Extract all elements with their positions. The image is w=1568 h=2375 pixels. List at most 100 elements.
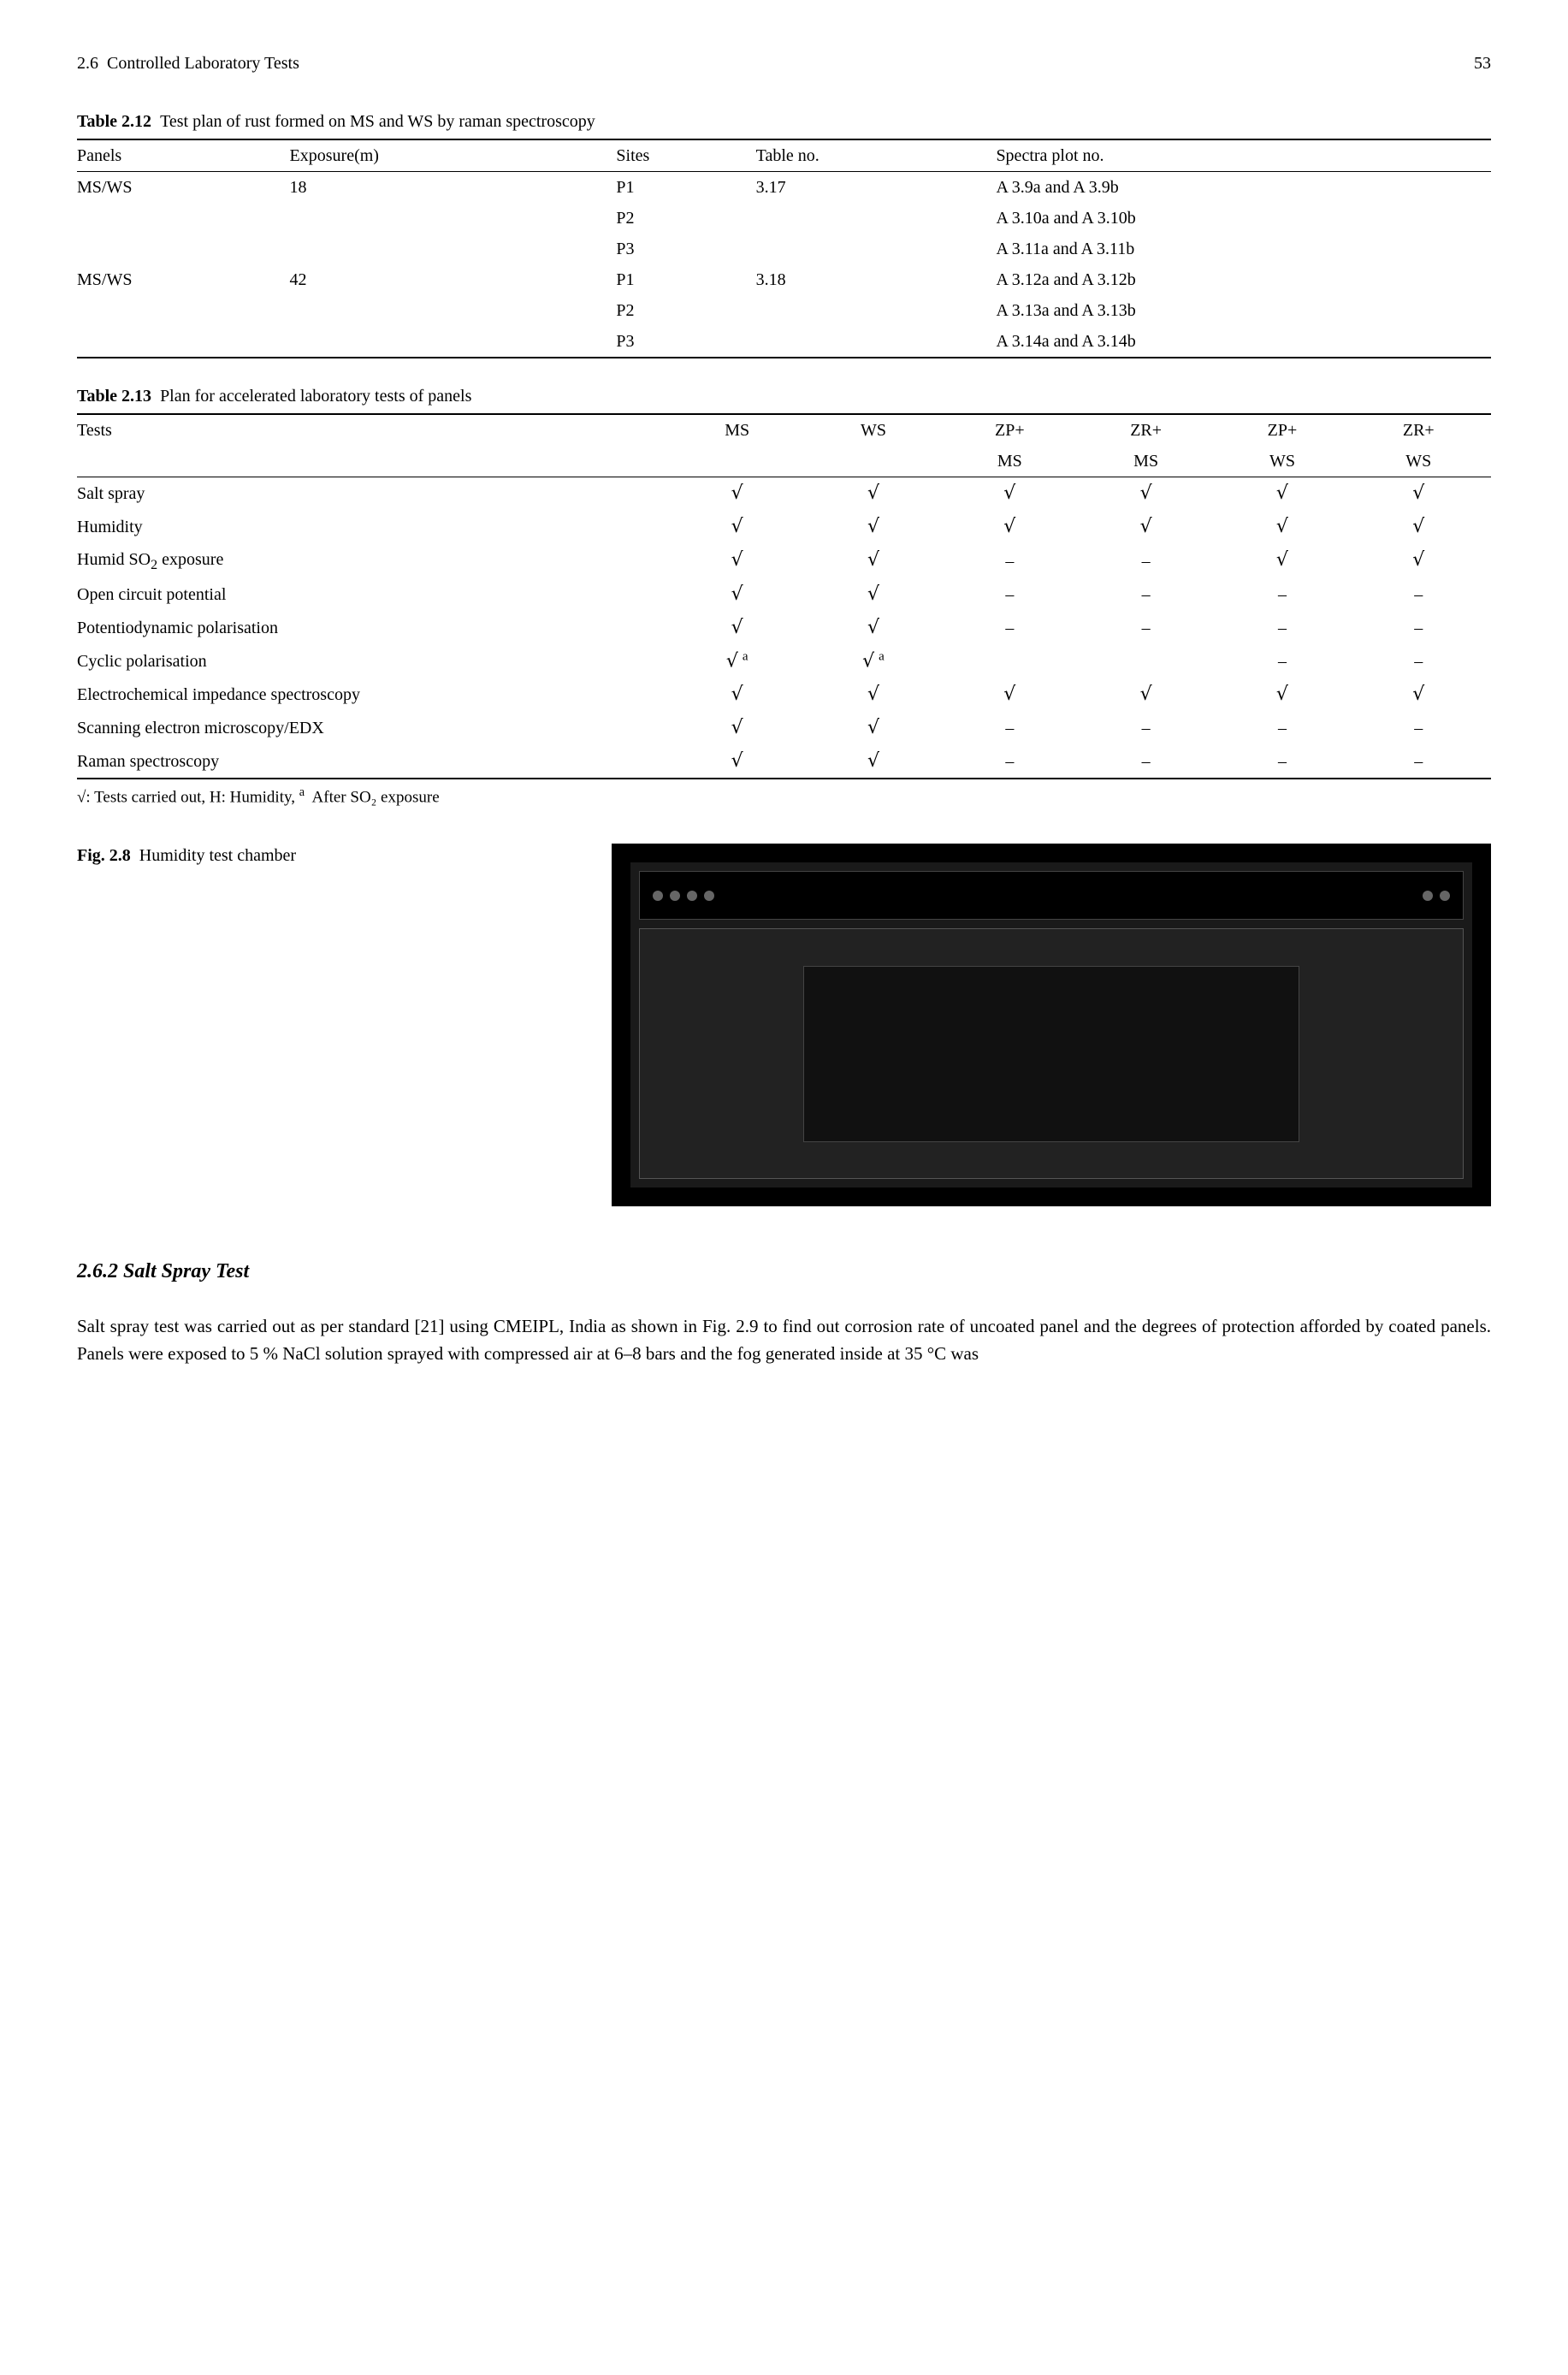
- table-cell: [77, 234, 290, 264]
- figure-28-caption-text: Humidity test chamber: [139, 846, 296, 865]
- th-ms: MS: [673, 414, 809, 446]
- test-mark-cell: √: [673, 678, 809, 712]
- test-name-cell: Raman spectroscopy: [77, 745, 673, 779]
- table-row: MS/WS18P13.17A 3.9a and A 3.9b: [77, 172, 1491, 204]
- test-mark-cell: –: [1218, 745, 1354, 779]
- table-213-header-row1: Tests MS WS ZP+ ZR+ ZP+ ZR+: [77, 414, 1491, 446]
- test-mark-cell: –: [946, 612, 1082, 645]
- table-cell: P2: [616, 295, 755, 326]
- section-body-text: Salt spray test was carried out as per s…: [77, 1312, 1491, 1368]
- test-mark-cell: √: [673, 712, 809, 745]
- test-name-cell: Open circuit potential: [77, 578, 673, 612]
- table-row: Open circuit potential√√––––: [77, 578, 1491, 612]
- table-212-caption-text: Test plan of rust formed on MS and WS by…: [160, 112, 595, 131]
- th-spectra: Spectra plot no.: [996, 139, 1491, 172]
- table-row: Raman spectroscopy√√––––: [77, 745, 1491, 779]
- th-zpms: ZP+: [946, 414, 1082, 446]
- table-213-header-row2: MS MS WS WS: [77, 446, 1491, 477]
- table-cell: P2: [616, 203, 755, 234]
- test-mark-cell: √: [673, 612, 809, 645]
- test-mark-cell: √: [809, 712, 945, 745]
- th-exposure: Exposure(m): [290, 139, 617, 172]
- table-cell: A 3.14a and A 3.14b: [996, 326, 1491, 358]
- test-mark-cell: √: [1218, 511, 1354, 544]
- table-cell: [290, 295, 617, 326]
- th-zrms2: MS: [1082, 446, 1218, 477]
- test-mark-cell: √: [1355, 511, 1491, 544]
- test-mark-cell: –: [1355, 712, 1491, 745]
- chamber-control-panel: [639, 871, 1464, 920]
- test-mark-cell: –: [1218, 578, 1354, 612]
- knob-icon: [1423, 891, 1433, 901]
- table-cell: A 3.11a and A 3.11b: [996, 234, 1491, 264]
- table-row: Humidity√√√√√√: [77, 511, 1491, 544]
- th-tableno: Table no.: [756, 139, 997, 172]
- test-mark-cell: –: [1082, 612, 1218, 645]
- table-row: P2 A 3.10a and A 3.10b: [77, 203, 1491, 234]
- test-mark-cell: –: [1082, 578, 1218, 612]
- table-cell: 18: [290, 172, 617, 204]
- test-mark-cell: √: [809, 678, 945, 712]
- th-zpws2: WS: [1218, 446, 1354, 477]
- test-mark-cell: √ a: [809, 645, 945, 678]
- table-213-label: Table 2.13: [77, 387, 151, 406]
- test-mark-cell: √: [1082, 477, 1218, 511]
- table-row: Scanning electron microscopy/EDX√√––––: [77, 712, 1491, 745]
- th-zrws: ZR+: [1355, 414, 1491, 446]
- table-212-header-row: Panels Exposure(m) Sites Table no. Spect…: [77, 139, 1491, 172]
- figure-28-label: Fig. 2.8: [77, 846, 131, 865]
- table-row: P3 A 3.11a and A 3.11b: [77, 234, 1491, 264]
- table-row: Cyclic polarisation√ a√ a––: [77, 645, 1491, 678]
- table-row: P3 A 3.14a and A 3.14b: [77, 326, 1491, 358]
- table-cell: [77, 295, 290, 326]
- table-row: P2A 3.13a and A 3.13b: [77, 295, 1491, 326]
- test-mark-cell: –: [1082, 745, 1218, 779]
- test-name-cell: Cyclic polarisation: [77, 645, 673, 678]
- test-name-cell: Electrochemical impedance spectroscopy: [77, 678, 673, 712]
- table-cell: [756, 234, 997, 264]
- th-ms2: [673, 446, 809, 477]
- test-name-cell: Scanning electron microscopy/EDX: [77, 712, 673, 745]
- test-mark-cell: √: [1355, 678, 1491, 712]
- table-cell: A 3.10a and A 3.10b: [996, 203, 1491, 234]
- table-row: Salt spray√√√√√√: [77, 477, 1491, 511]
- test-name-cell: Humid SO2 exposure: [77, 544, 673, 578]
- page-number: 53: [1474, 51, 1491, 75]
- table-cell: 3.18: [756, 264, 997, 295]
- humidity-chamber-image: [612, 844, 1491, 1206]
- table-row: MS/WS42P13.18A 3.12a and A 3.12b: [77, 264, 1491, 295]
- table-cell: P3: [616, 234, 755, 264]
- header-section-title: Controlled Laboratory Tests: [107, 54, 299, 73]
- chamber-window: [803, 966, 1299, 1142]
- test-mark-cell: –: [1218, 712, 1354, 745]
- test-mark-cell: √: [809, 745, 945, 779]
- table-cell: [756, 295, 997, 326]
- test-mark-cell: [1082, 645, 1218, 678]
- th-zrms: ZR+: [1082, 414, 1218, 446]
- test-mark-cell: √ a: [673, 645, 809, 678]
- table-row: Electrochemical impedance spectroscopy√√…: [77, 678, 1491, 712]
- table-row: Humid SO2 exposure√√––√√: [77, 544, 1491, 578]
- table-cell: P1: [616, 172, 755, 204]
- table-cell: P1: [616, 264, 755, 295]
- test-mark-cell: –: [1218, 645, 1354, 678]
- th-blank: [77, 446, 673, 477]
- table-cell: [290, 234, 617, 264]
- test-mark-cell: –: [1355, 612, 1491, 645]
- test-name-cell: Humidity: [77, 511, 673, 544]
- knob-icon: [704, 891, 714, 901]
- table-213: Tests MS WS ZP+ ZR+ ZP+ ZR+ MS MS WS WS …: [77, 413, 1491, 779]
- test-mark-cell: √: [673, 745, 809, 779]
- test-mark-cell: –: [946, 745, 1082, 779]
- table-cell: 42: [290, 264, 617, 295]
- table-cell: [77, 326, 290, 358]
- table-212: Panels Exposure(m) Sites Table no. Spect…: [77, 139, 1491, 358]
- th-sites: Sites: [616, 139, 755, 172]
- th-tests: Tests: [77, 414, 673, 446]
- table-cell: P3: [616, 326, 755, 358]
- test-mark-cell: √: [673, 578, 809, 612]
- table-cell: A 3.12a and A 3.12b: [996, 264, 1491, 295]
- section-number: 2.6.2: [77, 1260, 118, 1282]
- table-213-caption: Table 2.13 Plan for accelerated laborato…: [77, 384, 1491, 408]
- test-mark-cell: –: [1218, 612, 1354, 645]
